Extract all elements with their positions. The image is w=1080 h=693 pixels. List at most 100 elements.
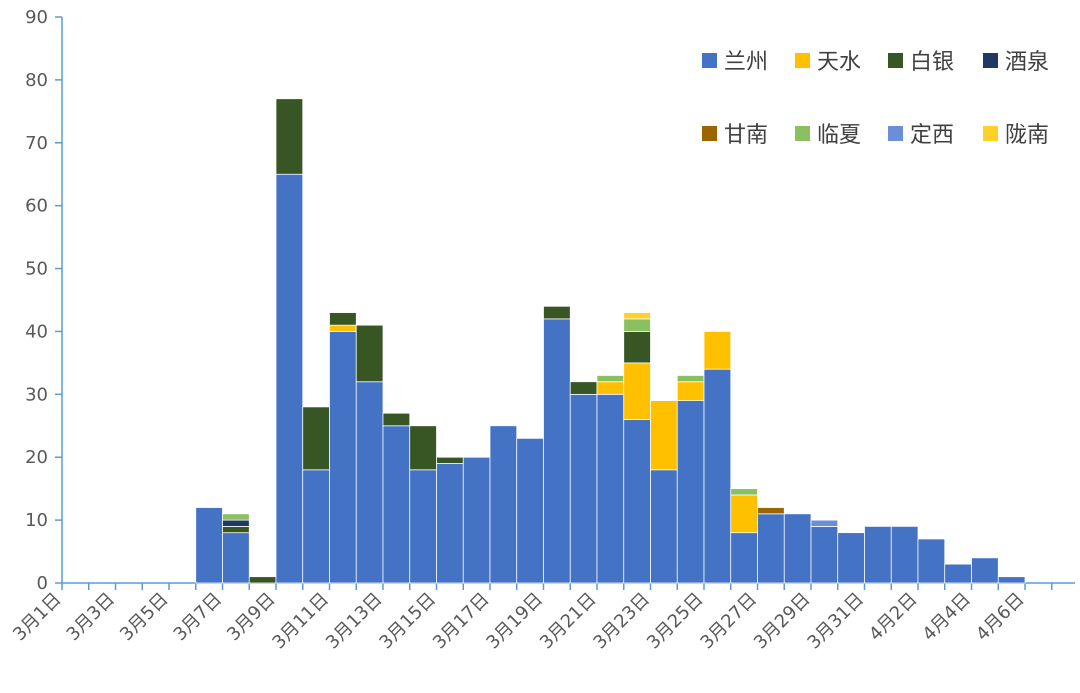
bar-segment xyxy=(596,375,625,383)
bar-segment xyxy=(971,557,999,584)
legend-label: 陇南 xyxy=(1005,123,1049,148)
bar-segment xyxy=(837,532,865,584)
y-tick-label: 60 xyxy=(25,196,48,217)
x-tick-label: 3月29日 xyxy=(750,589,815,654)
x-tick-label: 3月1日 xyxy=(9,589,66,646)
bar-segment xyxy=(623,318,651,332)
legend-swatch xyxy=(888,126,903,141)
legend-swatch xyxy=(795,126,810,141)
legend-item: 天水 xyxy=(795,50,861,75)
x-tick-label: 3月27日 xyxy=(696,589,761,654)
bar-segment xyxy=(329,312,357,326)
bar-segment xyxy=(195,507,223,584)
legend-label: 兰州 xyxy=(724,50,768,75)
legend-label: 甘南 xyxy=(724,123,768,148)
legend-item: 定西 xyxy=(888,123,954,148)
bar-segment xyxy=(462,456,491,584)
bar-segment xyxy=(222,513,250,521)
legend-swatch xyxy=(702,53,717,68)
x-tick-label: 4月4日 xyxy=(919,589,976,646)
x-tick-label: 3月5日 xyxy=(116,589,173,646)
bar-segment xyxy=(757,507,785,515)
x-tick-label: 3月17日 xyxy=(429,589,494,654)
bar-segment xyxy=(730,532,758,584)
bar-segment xyxy=(222,526,250,534)
y-tick-label: 0 xyxy=(37,573,48,594)
x-tick-label: 3月31日 xyxy=(803,589,868,654)
x-tick-label: 3月21日 xyxy=(536,589,601,654)
legend-swatch xyxy=(983,53,998,68)
bar-segment xyxy=(810,519,839,527)
bar-segment xyxy=(703,331,732,370)
legend-swatch xyxy=(888,53,903,68)
bar-segment xyxy=(409,425,437,471)
bar-segment xyxy=(676,400,705,584)
bar-segment xyxy=(436,456,464,464)
bars xyxy=(195,98,1026,584)
bar-segment xyxy=(222,519,250,527)
legend-label: 定西 xyxy=(910,123,954,148)
y-tick-label: 30 xyxy=(25,384,48,405)
bar-segment xyxy=(329,324,357,332)
bar-segment xyxy=(917,538,946,584)
legend-label: 白银 xyxy=(910,50,954,75)
bar-segment xyxy=(543,305,571,320)
legend-item: 白银 xyxy=(888,50,954,75)
bar-segment xyxy=(302,469,330,584)
bar-segment xyxy=(890,526,919,584)
legend-item: 酒泉 xyxy=(983,50,1049,75)
y-tick-label: 10 xyxy=(25,510,48,531)
bar-segment xyxy=(409,469,437,584)
bar-segment xyxy=(944,563,972,584)
bar-segment xyxy=(997,576,1026,584)
bar-segment xyxy=(516,437,544,584)
bar-segment xyxy=(489,425,518,584)
bar-segment xyxy=(676,381,705,401)
legend-swatch xyxy=(795,53,810,68)
x-tick-label: 4月2日 xyxy=(865,589,922,646)
x-tick-label: 3月25日 xyxy=(643,589,708,654)
bar-segment xyxy=(623,331,651,364)
legend-swatch xyxy=(983,126,998,141)
bar-segment xyxy=(623,312,651,320)
x-tick-label: 3月13日 xyxy=(322,589,387,654)
legend-label: 酒泉 xyxy=(1005,50,1049,75)
legend-item: 兰州 xyxy=(702,50,768,75)
bar-segment xyxy=(248,576,277,584)
bar-segment xyxy=(650,400,678,471)
bar-segment xyxy=(596,393,625,584)
bar-segment xyxy=(623,362,651,420)
legend-label: 天水 xyxy=(817,50,861,75)
bar-segment xyxy=(569,381,598,395)
bar-segment xyxy=(543,318,571,584)
x-tick-label: 3月11日 xyxy=(268,589,333,654)
bar-segment xyxy=(382,412,411,427)
bar-segment xyxy=(329,331,357,584)
legend-swatch xyxy=(702,126,717,141)
x-tick-label: 3月7日 xyxy=(170,589,227,646)
y-tick-label: 40 xyxy=(25,321,48,342)
bar-segment xyxy=(757,513,785,584)
y-tick-label: 90 xyxy=(25,7,48,28)
bar-segment xyxy=(730,494,758,534)
bar-segment xyxy=(703,368,732,584)
legend-label: 临夏 xyxy=(817,123,861,148)
x-axis: 3月1日3月3日3月5日3月7日3月9日3月11日3月13日3月15日3月17日… xyxy=(9,582,1075,654)
y-axis: 0 10 20 30 40 50 60 70 80 90 xyxy=(25,7,63,594)
bar-segment xyxy=(436,463,464,584)
bar-segment xyxy=(355,381,384,584)
bar-segment xyxy=(302,406,330,471)
bar-segment xyxy=(650,469,678,584)
bar-segment xyxy=(596,381,625,395)
bar-segment xyxy=(222,532,250,584)
x-tick-label: 3月15日 xyxy=(375,589,440,654)
bar-segment xyxy=(623,419,651,584)
x-tick-label: 4月6日 xyxy=(972,589,1029,646)
bar-segment xyxy=(569,393,598,584)
bar-segment xyxy=(730,488,758,496)
legend-item: 甘南 xyxy=(702,123,768,148)
legend-item: 陇南 xyxy=(983,123,1049,148)
x-tick-label: 3月19日 xyxy=(482,589,547,654)
